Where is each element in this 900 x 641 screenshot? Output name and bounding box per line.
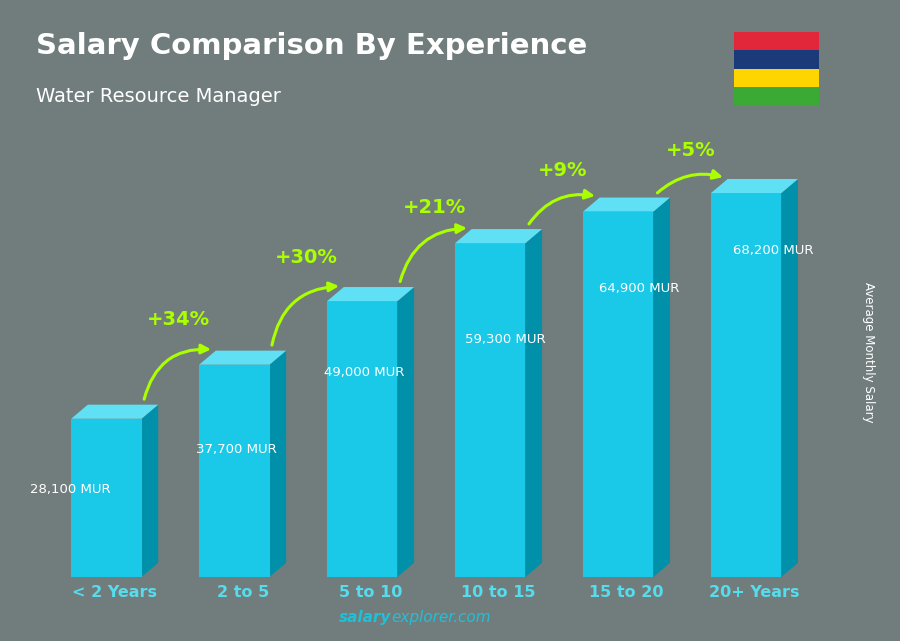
Text: Water Resource Manager: Water Resource Manager bbox=[36, 87, 281, 106]
Text: explorer.com: explorer.com bbox=[392, 610, 491, 625]
Text: salary: salary bbox=[339, 610, 392, 625]
Polygon shape bbox=[199, 351, 286, 365]
Text: 59,300 MUR: 59,300 MUR bbox=[464, 333, 545, 346]
Polygon shape bbox=[398, 287, 414, 577]
Polygon shape bbox=[526, 229, 542, 577]
Text: 37,700 MUR: 37,700 MUR bbox=[196, 443, 276, 456]
Polygon shape bbox=[269, 351, 286, 577]
Bar bbox=[734, 51, 819, 69]
Text: 49,000 MUR: 49,000 MUR bbox=[324, 366, 404, 379]
Bar bbox=[327, 301, 398, 577]
Polygon shape bbox=[653, 197, 670, 577]
Polygon shape bbox=[781, 179, 798, 577]
Polygon shape bbox=[327, 287, 414, 301]
Polygon shape bbox=[711, 179, 798, 193]
Bar bbox=[734, 87, 819, 106]
Polygon shape bbox=[71, 404, 158, 419]
Text: 64,900 MUR: 64,900 MUR bbox=[599, 282, 680, 295]
Text: Salary Comparison By Experience: Salary Comparison By Experience bbox=[36, 32, 587, 60]
Text: 28,100 MUR: 28,100 MUR bbox=[30, 483, 110, 496]
Bar bbox=[455, 243, 526, 577]
Bar bbox=[711, 193, 781, 577]
Bar bbox=[583, 212, 653, 577]
Polygon shape bbox=[141, 404, 158, 577]
Text: +21%: +21% bbox=[403, 197, 466, 217]
Bar bbox=[71, 419, 141, 577]
Polygon shape bbox=[455, 229, 542, 243]
Polygon shape bbox=[583, 197, 670, 212]
Text: +30%: +30% bbox=[275, 248, 338, 267]
Text: 68,200 MUR: 68,200 MUR bbox=[734, 244, 814, 257]
Text: Average Monthly Salary: Average Monthly Salary bbox=[862, 282, 875, 423]
Text: +34%: +34% bbox=[147, 310, 211, 329]
Bar bbox=[734, 69, 819, 87]
Text: +9%: +9% bbox=[538, 161, 588, 180]
Bar bbox=[734, 32, 819, 51]
Bar bbox=[199, 365, 269, 577]
Text: +5%: +5% bbox=[666, 142, 716, 160]
